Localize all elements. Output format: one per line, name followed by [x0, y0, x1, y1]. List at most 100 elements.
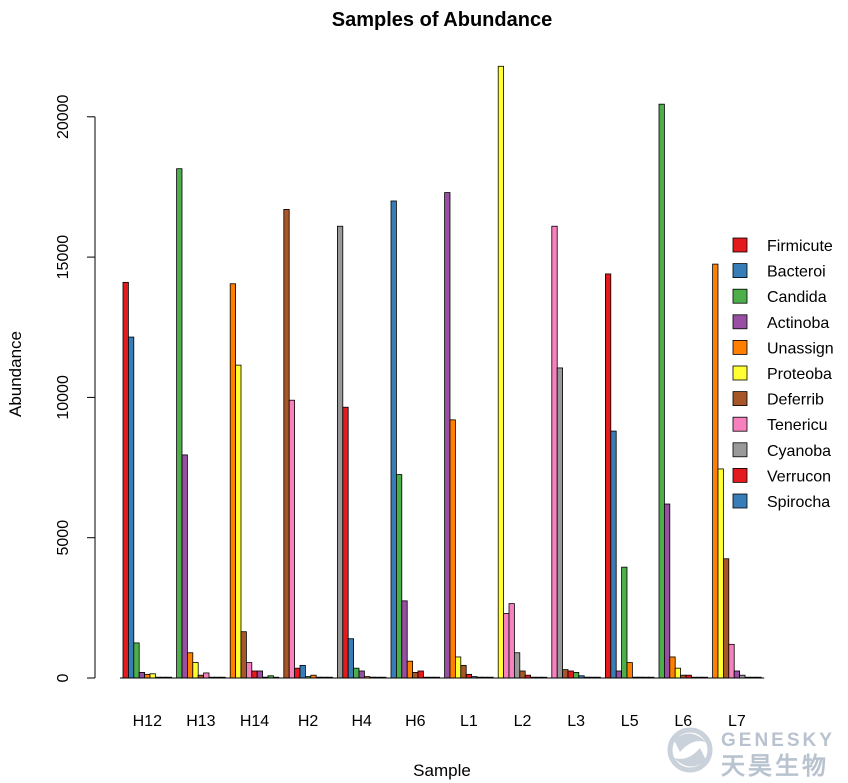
legend-swatch: [732, 263, 748, 279]
bar: [122, 281, 129, 679]
bar: [712, 263, 719, 679]
legend-label: Tenericu: [767, 417, 827, 434]
bar: [508, 603, 515, 679]
bar: [336, 225, 344, 679]
legend-item: Spirocha: [732, 493, 830, 511]
legend-item: Unassign: [732, 339, 834, 357]
legend-swatch: [732, 365, 748, 381]
legend-item: Deferrib: [732, 391, 824, 409]
x-tick-label: H6: [405, 713, 426, 730]
y-axis-label: Abundance: [6, 331, 25, 417]
bar-group-h14: [227, 283, 282, 679]
bar: [401, 600, 408, 679]
bar: [669, 656, 676, 679]
y-tick-label: 10000: [55, 375, 72, 420]
bar: [342, 406, 349, 679]
bar-group-l3: [548, 225, 604, 679]
legend-label: Actinoba: [767, 315, 829, 332]
legend-item: Cyanoba: [732, 442, 831, 460]
bar: [283, 208, 290, 679]
x-tick-labels: H12 H13 H14 H2 H4 H6 L1 L2 L3 L5 L6 L7: [133, 713, 746, 730]
bar-group-l1: [441, 192, 497, 679]
legend-swatch: [732, 339, 748, 355]
x-tick-label: L3: [567, 713, 585, 730]
bar: [235, 364, 242, 679]
bar-group-l6: [656, 103, 711, 679]
legend-label: Cyanoba: [767, 443, 831, 460]
legend-swatch: [732, 391, 748, 407]
legend: Firmicute Bacteroi Candida Actinoba Unassign…: [732, 237, 834, 511]
bar: [556, 367, 564, 679]
bar: [412, 671, 419, 679]
legend-swatch: [732, 493, 748, 509]
legend-item: Tenericu: [732, 416, 827, 434]
bar-group-h4: [334, 225, 389, 679]
bar: [514, 652, 521, 679]
bar: [395, 474, 403, 679]
x-axis-label: Sample: [413, 761, 471, 780]
genesky-swirl-icon: [667, 727, 713, 773]
bar: [181, 454, 188, 679]
bar: [674, 667, 682, 679]
bar: [299, 664, 306, 679]
x-tick-label: L7: [728, 713, 746, 730]
x-tick-label: H14: [240, 713, 269, 730]
bar: [465, 673, 473, 679]
bar: [723, 558, 730, 679]
bar: [562, 669, 569, 679]
bar: [256, 670, 264, 679]
legend-item: Proteoba: [732, 365, 832, 383]
x-tick-label: L5: [621, 713, 639, 730]
bar: [621, 566, 628, 679]
bar: [626, 662, 633, 679]
watermark: GENESKY 天昊生物: [667, 727, 835, 780]
bar: [551, 225, 558, 679]
legend-label: Deferrib: [767, 392, 824, 409]
legend-swatch: [732, 467, 748, 483]
watermark-brand-en: GENESKY: [721, 730, 835, 751]
x-tick-label: L2: [514, 713, 532, 730]
legend-item: Actinoba: [732, 314, 829, 332]
bar: [245, 662, 253, 679]
legend-label: Proteoba: [767, 366, 832, 383]
legend-label: Verrucon: [767, 468, 831, 485]
legend-label: Spirocha: [767, 494, 830, 511]
bar: [192, 662, 199, 679]
bar: [733, 670, 741, 679]
x-tick-label: L1: [460, 713, 478, 730]
bar: [347, 638, 355, 679]
bar: [615, 670, 623, 679]
bar: [144, 673, 151, 679]
x-tick-label: H12: [133, 713, 162, 730]
bar: [229, 283, 236, 679]
bar-group-l7: [709, 263, 765, 679]
bar: [497, 65, 505, 679]
bar: [610, 430, 617, 679]
chart-title: Samples of Abundance: [332, 9, 552, 31]
bar-group-h2: [280, 208, 336, 679]
bar: [417, 670, 424, 679]
bar: [728, 643, 735, 679]
bar: [127, 336, 135, 679]
bar: [138, 671, 145, 679]
legend-item: Firmicute: [732, 237, 833, 255]
bar: [203, 672, 210, 679]
legend-label: Firmicute: [767, 238, 833, 255]
legend-label: Candida: [767, 289, 827, 306]
legend-item: Bacteroi: [732, 263, 826, 281]
bar: [288, 399, 296, 679]
legend-swatch: [732, 416, 748, 432]
y-tick-label: 0: [55, 673, 72, 682]
bar: [460, 664, 467, 679]
bar: [251, 670, 258, 679]
legend-label: Unassign: [767, 340, 834, 357]
bars-group: [120, 65, 765, 679]
bar-group-h13: [173, 168, 229, 679]
bar: [406, 660, 414, 679]
legend-swatch: [732, 442, 748, 458]
bar: [294, 667, 301, 679]
bar-group-h12: [120, 281, 175, 679]
bar: [353, 667, 360, 679]
bar: [133, 642, 140, 679]
